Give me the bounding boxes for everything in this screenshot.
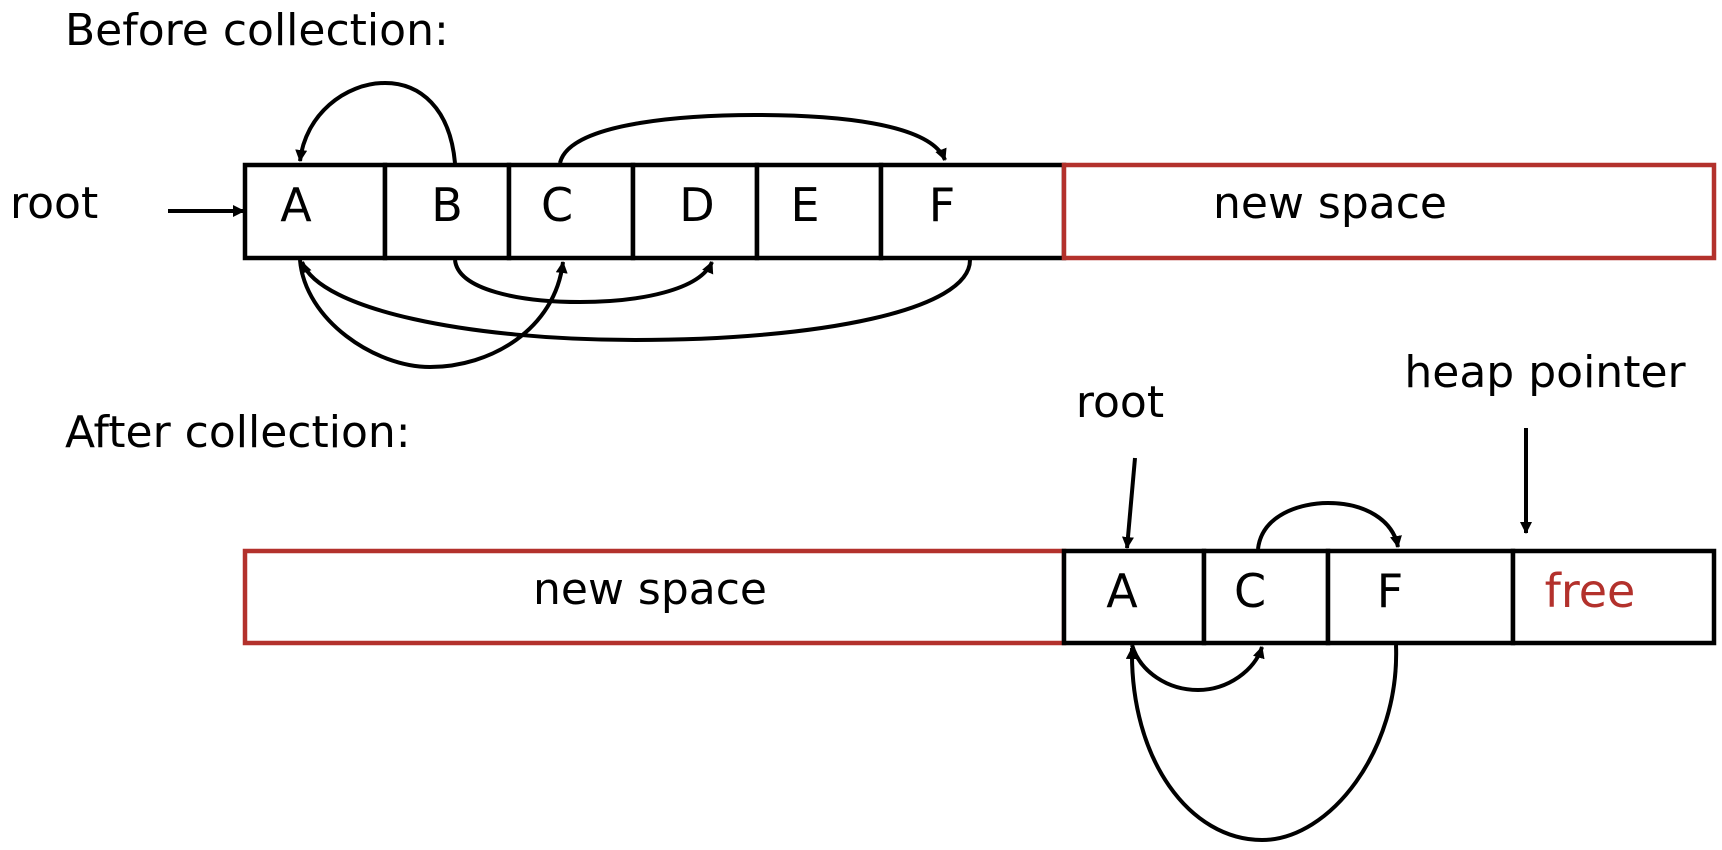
after-new-space xyxy=(242,548,1067,646)
before-cell-a xyxy=(242,162,388,261)
after-cell-c xyxy=(1201,548,1331,646)
before-cell-label-b: B xyxy=(431,178,463,232)
after-cell-f xyxy=(1325,548,1516,646)
before-cell-b xyxy=(382,162,512,261)
before-heap-cells xyxy=(242,162,1067,261)
after-new-space-label: new space xyxy=(533,564,767,615)
after-root-label: root xyxy=(1076,377,1164,428)
after-root-arrow xyxy=(1121,457,1137,549)
after-cell-label-f: F xyxy=(1377,564,1403,618)
before-cell-label-f: F xyxy=(929,178,955,232)
before-cell-c xyxy=(506,162,636,261)
before-root-label: root xyxy=(10,178,98,229)
edge-a-to-c xyxy=(298,259,568,370)
heap-pointer-label: heap pointer xyxy=(1404,347,1686,398)
after-heap-cells xyxy=(1061,548,1717,646)
after-heading: After collection: xyxy=(65,407,411,458)
edge-c-to-f xyxy=(558,112,947,164)
edge-b-to-a xyxy=(295,80,457,164)
free-cell xyxy=(1510,548,1717,646)
edge-after-a-to-c xyxy=(1130,644,1265,693)
before-cell-label-a: A xyxy=(280,178,312,232)
before-new-space-label: new space xyxy=(1213,178,1447,229)
edge-after-c-to-f xyxy=(1256,500,1402,550)
before-cell-f xyxy=(878,162,1067,261)
before-cell-label-d: D xyxy=(679,178,714,232)
before-cell-label-e: E xyxy=(790,178,819,232)
free-label: free xyxy=(1545,564,1636,618)
edge-f-to-a xyxy=(300,259,972,343)
edge-after-f-to-a xyxy=(1125,644,1399,843)
edge-b-to-d xyxy=(453,259,714,305)
before-cell-label-c: C xyxy=(541,178,573,232)
after-cell-label-a: A xyxy=(1106,564,1138,618)
before-heading: Before collection: xyxy=(65,5,449,56)
before-new-space xyxy=(1061,162,1717,261)
after-cell-label-c: C xyxy=(1234,564,1266,618)
